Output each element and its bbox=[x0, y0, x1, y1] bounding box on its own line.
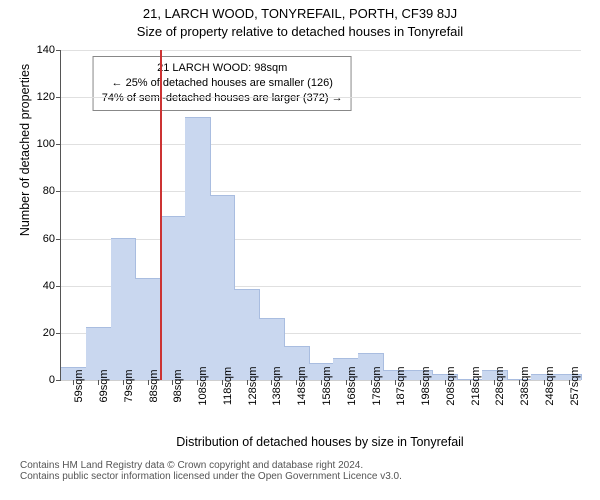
y-tick-label: 60 bbox=[43, 233, 55, 245]
address-line: 21, LARCH WOOD, TONYREFAIL, PORTH, CF39 … bbox=[0, 6, 600, 21]
x-tick-label: 69sqm bbox=[98, 369, 110, 402]
annotation-line-1: 21 LARCH WOOD: 98sqm bbox=[102, 61, 343, 76]
gridline bbox=[61, 97, 581, 98]
x-tick-label: 187sqm bbox=[395, 366, 407, 405]
chart-title: Size of property relative to detached ho… bbox=[0, 24, 600, 39]
x-tick-label: 148sqm bbox=[296, 366, 308, 405]
x-tick-label: 257sqm bbox=[569, 366, 581, 405]
y-tick-label: 100 bbox=[37, 138, 55, 150]
y-tick-label: 40 bbox=[43, 280, 55, 292]
gridline bbox=[61, 144, 581, 145]
bar bbox=[160, 216, 186, 380]
bar bbox=[135, 278, 161, 380]
y-tick-label: 120 bbox=[37, 91, 55, 103]
gridline bbox=[61, 50, 581, 51]
chart-container: 21, LARCH WOOD, TONYREFAIL, PORTH, CF39 … bbox=[0, 0, 600, 500]
gridline bbox=[61, 239, 581, 240]
bar bbox=[185, 117, 211, 380]
y-axis-label: Number of detached properties bbox=[18, 0, 32, 315]
x-tick-label: 79sqm bbox=[123, 369, 135, 402]
x-tick-label: 88sqm bbox=[148, 369, 160, 402]
x-tick-label: 198sqm bbox=[420, 366, 432, 405]
x-tick-label: 59sqm bbox=[73, 369, 85, 402]
x-axis-label: Distribution of detached houses by size … bbox=[60, 435, 580, 449]
bar bbox=[210, 195, 236, 380]
x-tick-label: 248sqm bbox=[544, 366, 556, 405]
annotation-line-2: ← 25% of detached houses are smaller (12… bbox=[102, 76, 343, 91]
bar bbox=[111, 238, 137, 380]
y-tick-label: 0 bbox=[49, 374, 55, 386]
plot-area: 21 LARCH WOOD: 98sqm ← 25% of detached h… bbox=[60, 50, 581, 381]
x-tick-label: 228sqm bbox=[494, 366, 506, 405]
annotation-box: 21 LARCH WOOD: 98sqm ← 25% of detached h… bbox=[93, 56, 352, 111]
y-tick-label: 20 bbox=[43, 327, 55, 339]
gridline bbox=[61, 191, 581, 192]
x-tick-label: 118sqm bbox=[222, 367, 234, 405]
x-tick-label: 178sqm bbox=[371, 366, 383, 405]
x-tick-label: 98sqm bbox=[172, 369, 184, 402]
x-tick-label: 208sqm bbox=[445, 366, 457, 405]
y-tick-label: 80 bbox=[43, 185, 55, 197]
x-tick-label: 108sqm bbox=[197, 366, 209, 405]
x-tick-label: 218sqm bbox=[470, 366, 482, 405]
reference-line bbox=[160, 50, 162, 380]
footer-text: Contains HM Land Registry data © Crown c… bbox=[20, 460, 402, 482]
y-tick-label: 140 bbox=[37, 44, 55, 56]
x-tick-label: 158sqm bbox=[321, 366, 333, 405]
x-tick-label: 138sqm bbox=[271, 366, 283, 405]
x-tick-label: 128sqm bbox=[247, 366, 259, 405]
x-tick-label: 168sqm bbox=[346, 366, 358, 405]
x-tick-label: 238sqm bbox=[519, 366, 531, 405]
